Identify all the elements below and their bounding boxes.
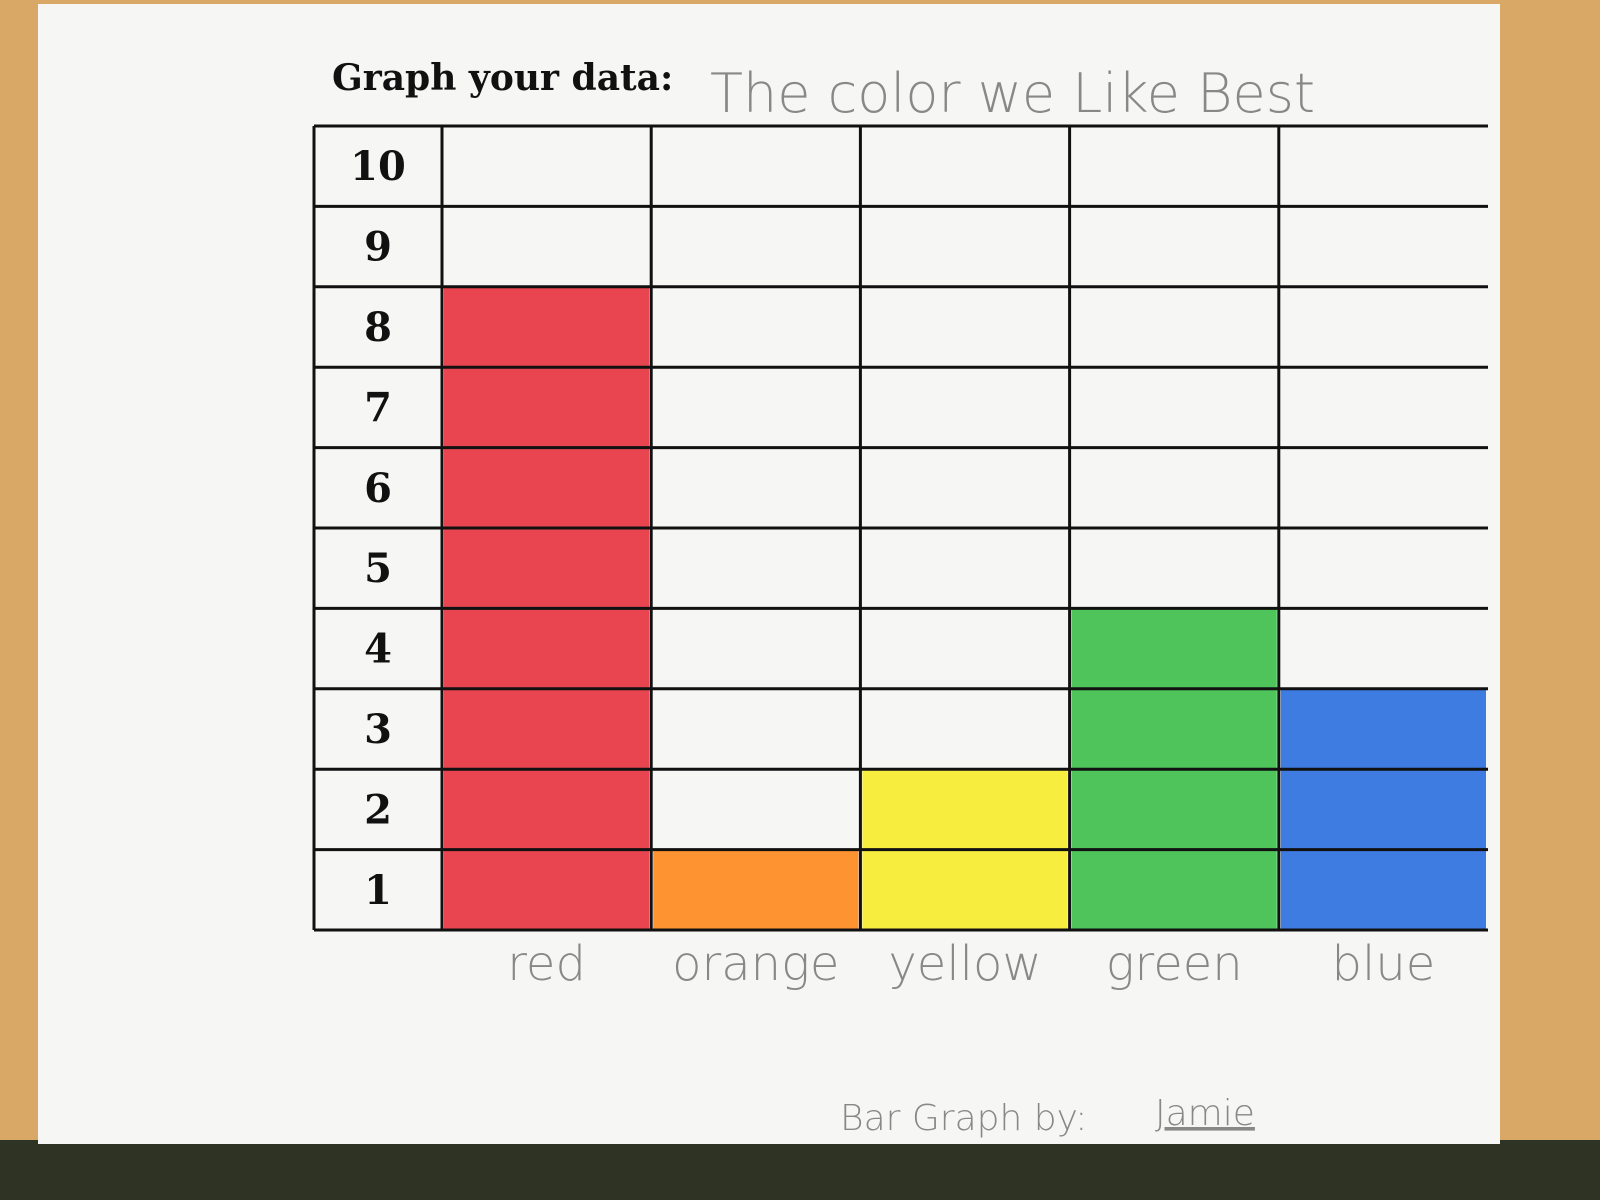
author: Jamie [1155,1093,1255,1134]
footer: Bar Graph by: [840,1098,1087,1139]
y-tick-label: 2 [364,786,392,833]
chart-title: The color we Like Best [710,62,1315,125]
heading: Graph your data: [332,57,673,99]
x-tick-label: orange [672,936,839,992]
tablecloth [0,1140,1600,1200]
x-tick-label: yellow [888,936,1041,992]
x-tick-label: blue [1332,936,1436,992]
y-tick-label: 3 [364,706,392,753]
y-tick-label: 4 [364,626,392,673]
y-tick-label: 10 [350,143,406,190]
paper [38,4,1500,1144]
bar [653,849,859,930]
y-tick-label: 7 [364,384,392,431]
y-tick-label: 5 [364,545,392,592]
y-tick-label: 9 [364,224,392,271]
y-tick-label: 1 [364,867,392,914]
x-tick-label: green [1106,936,1243,992]
bar [1280,688,1486,930]
y-tick-label: 8 [364,304,392,351]
y-tick-label: 6 [364,465,392,512]
x-tick-label: red [507,936,586,992]
